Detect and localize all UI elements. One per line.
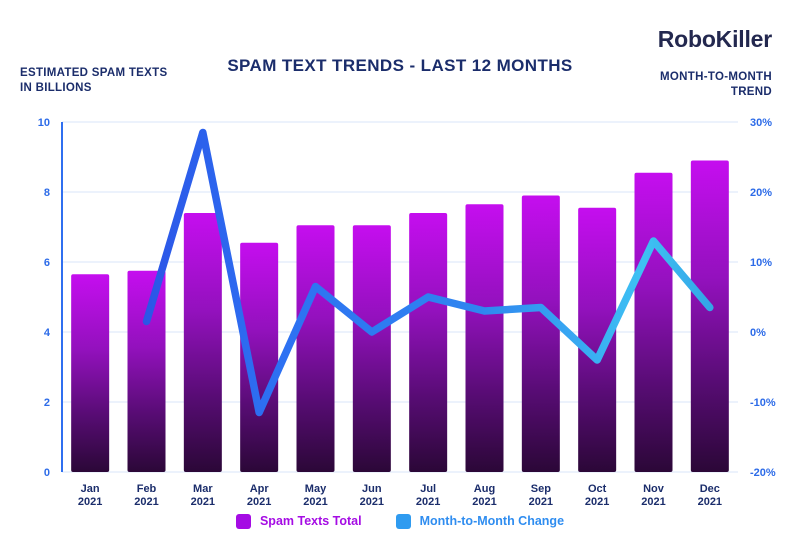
x-axis-label: Aug 2021	[472, 483, 496, 508]
left-tick-label: 0	[44, 467, 50, 479]
spam-total-legend-label: Spam Texts Total	[259, 514, 362, 528]
bar-jun-2021	[352, 225, 391, 472]
x-axis-label: Oct 2021	[585, 483, 609, 508]
left-tick-label: 4	[44, 327, 51, 339]
left-axis-title-line1: ESTIMATED SPAM TEXTS	[20, 67, 168, 79]
bar-nov-2021	[634, 172, 673, 472]
x-axis-label: Dec 2021	[698, 483, 722, 508]
x-axis-label: Jul 2021	[416, 483, 440, 508]
legend-item-spam-total: Spam Texts Total	[235, 513, 362, 529]
month-change-swatch	[395, 513, 411, 529]
right-tick-label: -20%	[750, 467, 776, 479]
x-axis-label: Sep 2021	[529, 483, 553, 508]
bar-oct-2021	[578, 207, 617, 472]
legend-item-month-change: Month-to-Month Change	[395, 513, 565, 529]
chart-title: SPAM TEXT TRENDS - LAST 12 MONTHS	[227, 56, 573, 75]
month-change-legend-label: Month-to-Month Change	[419, 514, 565, 528]
left-axis-title: ESTIMATED SPAM TEXTS IN BILLIONS	[20, 66, 167, 96]
spam-total-swatch	[235, 513, 251, 529]
bar-aug-2021	[465, 204, 504, 472]
bar-feb-2021	[127, 270, 166, 472]
x-axis-label: Jun 2021	[360, 483, 384, 508]
legend: Spam Texts Total Month-to-Month Change	[0, 508, 800, 534]
right-axis-title-line1: MONTH-TO-MONTH	[660, 71, 772, 83]
x-axis-label: Apr 2021	[247, 483, 271, 508]
line-series	[142, 128, 714, 417]
bar-sep-2021	[521, 195, 560, 472]
axis-labels: 0 2 4 6 8 10 -20% -10% 0% 10% 20% 30% Jan 2021 Feb 2021…	[38, 117, 776, 508]
right-tick-label: 20%	[750, 187, 772, 199]
x-axis-label: Mar 2021	[191, 483, 215, 508]
x-axis-label: Jan 2021	[78, 483, 102, 508]
right-axis-title: MONTH-TO-MONTH TREND	[660, 70, 772, 100]
left-tick-label: 8	[44, 187, 50, 199]
x-axis-label: Nov 2021	[641, 483, 665, 508]
month-change-line	[142, 128, 714, 417]
left-tick-label: 10	[38, 117, 50, 129]
x-axis-label: May 2021	[303, 483, 327, 508]
bar-may-2021	[296, 225, 335, 472]
gridlines	[61, 121, 738, 473]
right-tick-label: 10%	[750, 257, 772, 269]
left-axis-title-line2: IN BILLIONS	[20, 81, 92, 94]
bar-jan-2021	[71, 274, 110, 472]
bar-jul-2021	[409, 213, 448, 472]
right-tick-label: 30%	[750, 117, 772, 129]
right-axis-title-line2: TREND	[730, 85, 772, 98]
x-axis-label: Feb 2021	[134, 483, 158, 508]
left-tick-label: 6	[44, 257, 50, 269]
bar-dec-2021	[690, 160, 729, 472]
bar-mar-2021	[183, 213, 222, 472]
robokiller-logo: RoboKiller	[657, 26, 772, 52]
bar-apr-2021	[240, 242, 279, 472]
right-tick-label: -10%	[750, 397, 776, 409]
right-tick-label: 0%	[750, 327, 766, 339]
left-tick-label: 2	[44, 397, 50, 409]
bar-series	[71, 160, 729, 472]
